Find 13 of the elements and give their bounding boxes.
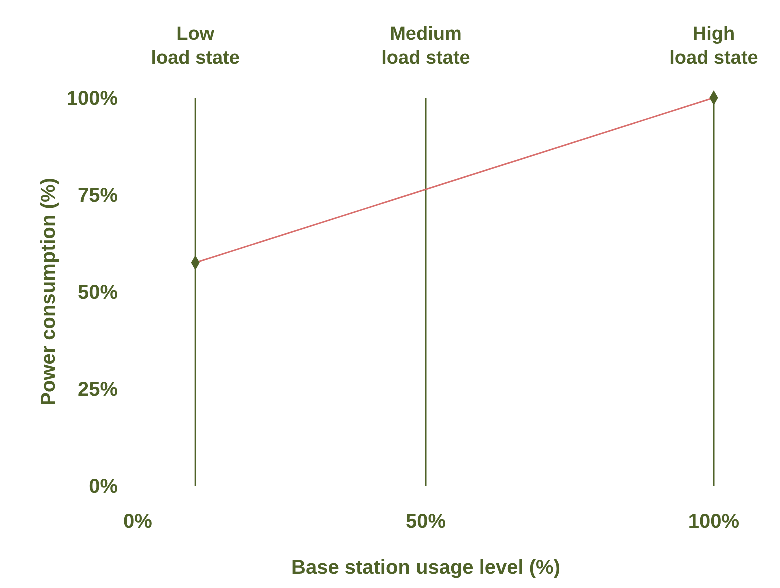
y-tick-label: 100% bbox=[66, 88, 118, 110]
x-axis-title: Base station usage level (%) bbox=[292, 557, 560, 579]
ref-line-label: High load state bbox=[670, 24, 758, 69]
y-tick-label: 25% bbox=[78, 379, 118, 402]
x-tick-label: 0% bbox=[124, 511, 153, 534]
y-tick-label: 75% bbox=[78, 185, 118, 208]
ref-line-label: Low load state bbox=[151, 24, 240, 69]
y-axis-title: Power consumption (%) bbox=[38, 178, 60, 406]
y-tick-label: 50% bbox=[78, 282, 118, 304]
y-tick-label: 0% bbox=[89, 476, 118, 498]
x-tick-label: 50% bbox=[406, 511, 446, 534]
x-tick-label: 100% bbox=[688, 511, 740, 534]
ref-line-label: Medium load state bbox=[382, 24, 470, 69]
